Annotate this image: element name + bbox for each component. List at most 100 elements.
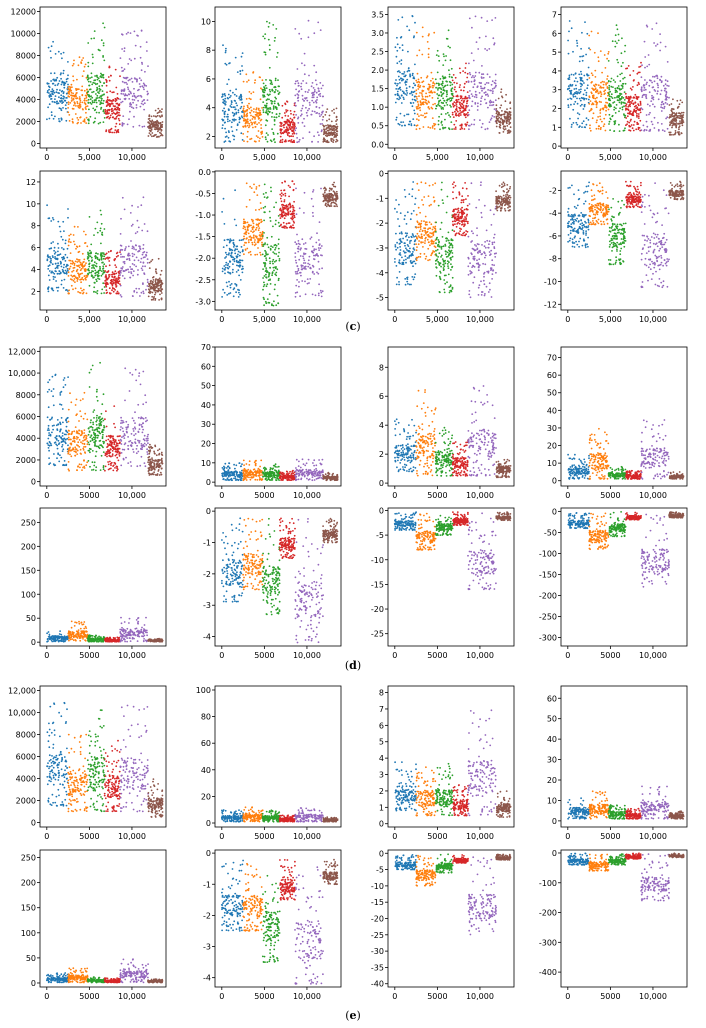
- point-segment-3: [266, 99, 268, 101]
- point-segment-2: [417, 113, 419, 115]
- point-segment-3: [268, 108, 270, 110]
- point-segment-2: [420, 114, 422, 116]
- point-segment-5: [472, 75, 474, 77]
- point-segment-2: [427, 96, 429, 98]
- point-segment-5: [474, 79, 476, 81]
- point-segment-4: [638, 117, 640, 119]
- point-segment-4: [625, 105, 627, 107]
- point-segment-5: [320, 123, 322, 125]
- point-segment-1: [410, 102, 412, 104]
- point-segment-3: [278, 86, 280, 88]
- point-segment-3: [619, 102, 621, 104]
- point-segment-2: [590, 100, 592, 102]
- point-segment-1: [235, 113, 237, 115]
- point-segment-6: [147, 121, 149, 123]
- point-segment-3: [446, 96, 448, 98]
- point-segment-1: [403, 73, 405, 75]
- point-segment-1: [234, 94, 236, 96]
- point-segment-2: [85, 64, 87, 66]
- point-segment-6: [496, 122, 498, 124]
- point-segment-4: [635, 128, 637, 130]
- point-segment-2: [606, 86, 608, 88]
- point-segment-3: [623, 97, 625, 99]
- point-segment-1: [397, 88, 399, 90]
- point-segment-6: [506, 108, 508, 110]
- point-segment-2: [75, 95, 77, 97]
- y-tick-label: 2.0: [371, 66, 384, 75]
- point-segment-4: [458, 99, 460, 101]
- point-segment-5: [133, 88, 135, 90]
- point-segment-1: [586, 79, 588, 81]
- point-segment-4: [454, 89, 456, 91]
- point-segment-4: [459, 110, 461, 112]
- point-segment-6: [158, 123, 160, 125]
- point-segment-1: [409, 86, 411, 88]
- point-segment-5: [143, 99, 145, 101]
- point-segment-2: [76, 123, 78, 125]
- point-segment-4: [282, 125, 284, 127]
- point-segment-5: [129, 58, 131, 60]
- point-segment-5: [319, 95, 321, 97]
- point-segment-4: [638, 115, 640, 117]
- point-segment-3: [618, 124, 620, 126]
- point-segment-2: [432, 117, 434, 119]
- point-segment-3: [608, 98, 610, 100]
- point-segment-5: [139, 83, 141, 85]
- y-tick-label: 6: [206, 75, 211, 84]
- point-segment-2: [598, 92, 600, 94]
- point-segment-1: [406, 94, 408, 96]
- point-segment-5: [316, 92, 318, 94]
- point-segment-1: [226, 64, 228, 66]
- point-segment-3: [436, 105, 438, 107]
- point-segment-3: [440, 78, 442, 80]
- point-segment-1: [412, 105, 414, 107]
- point-segment-1: [61, 100, 63, 102]
- point-segment-2: [426, 103, 428, 105]
- point-segment-1: [573, 122, 575, 124]
- point-segment-6: [503, 131, 505, 133]
- point-segment-1: [399, 47, 401, 49]
- point-segment-6: [505, 94, 507, 96]
- point-segment-3: [608, 60, 610, 62]
- point-segment-3: [88, 81, 90, 83]
- point-segment-6: [323, 133, 325, 135]
- point-segment-1: [401, 102, 403, 104]
- point-segment-3: [274, 103, 276, 105]
- point-segment-2: [81, 59, 83, 61]
- point-segment-1: [397, 19, 399, 21]
- point-segment-4: [626, 67, 628, 69]
- point-segment-2: [604, 92, 606, 94]
- point-segment-1: [65, 104, 67, 106]
- point-segment-5: [131, 78, 133, 80]
- point-segment-5: [322, 119, 324, 121]
- point-segment-4: [286, 128, 288, 130]
- point-segment-6: [159, 127, 161, 129]
- point-segment-6: [159, 115, 161, 117]
- point-segment-2: [601, 93, 603, 95]
- point-segment-6: [336, 139, 338, 141]
- point-segment-4: [109, 67, 111, 69]
- point-segment-2: [80, 116, 82, 118]
- point-segment-4: [636, 116, 638, 118]
- point-segment-1: [61, 109, 63, 111]
- point-segment-1: [59, 107, 61, 109]
- point-segment-5: [477, 85, 479, 87]
- point-segment-4: [633, 109, 635, 111]
- point-segment-3: [88, 99, 90, 101]
- point-segment-4: [640, 66, 642, 68]
- point-segment-1: [400, 77, 402, 79]
- point-segment-1: [406, 81, 408, 83]
- point-segment-2: [428, 53, 430, 55]
- point-segment-4: [457, 111, 459, 113]
- point-segment-4: [281, 117, 283, 119]
- point-segment-2: [419, 128, 421, 130]
- point-segment-4: [108, 76, 110, 78]
- point-segment-4: [119, 123, 121, 125]
- point-segment-5: [309, 102, 311, 104]
- point-segment-5: [312, 110, 314, 112]
- point-segment-3: [451, 93, 453, 95]
- point-segment-5: [474, 75, 476, 77]
- point-segment-2: [605, 110, 607, 112]
- point-segment-6: [499, 121, 501, 123]
- point-segment-5: [296, 137, 298, 139]
